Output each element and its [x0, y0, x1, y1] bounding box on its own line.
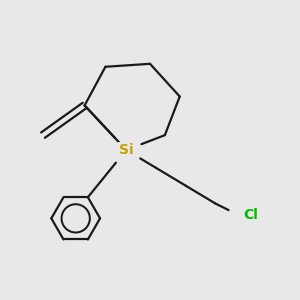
Text: Si: Si	[119, 143, 134, 157]
Text: Cl: Cl	[244, 208, 259, 222]
